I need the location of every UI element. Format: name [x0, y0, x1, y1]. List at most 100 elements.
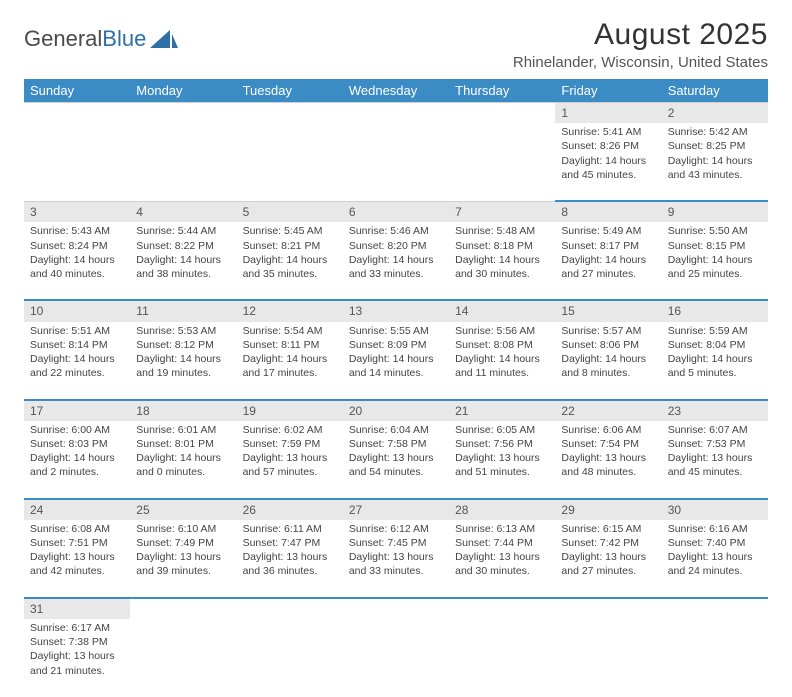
- day-info-cell: Sunrise: 5:57 AMSunset: 8:06 PMDaylight:…: [555, 322, 661, 400]
- sunrise-line: Sunrise: 5:46 AM: [349, 224, 443, 238]
- title-block: August 2025 Rhinelander, Wisconsin, Unit…: [513, 18, 768, 71]
- day-number-cell: 30: [662, 499, 768, 520]
- sunrise-line: Sunrise: 5:42 AM: [668, 125, 762, 139]
- sunrise-line: Sunrise: 5:54 AM: [243, 324, 337, 338]
- logo-word-1: General: [24, 26, 102, 51]
- day-number-cell: 27: [343, 499, 449, 520]
- day-number-cell: [555, 598, 661, 619]
- daylight-line-1: Daylight: 14 hours: [668, 154, 762, 168]
- day-number-cell: 29: [555, 499, 661, 520]
- daylight-line-2: and 48 minutes.: [561, 465, 655, 479]
- info-row: Sunrise: 5:41 AMSunset: 8:26 PMDaylight:…: [24, 123, 768, 201]
- daylight-line-2: and 38 minutes.: [136, 267, 230, 281]
- day-info-cell: Sunrise: 5:55 AMSunset: 8:09 PMDaylight:…: [343, 322, 449, 400]
- day-info-cell: Sunrise: 5:43 AMSunset: 8:24 PMDaylight:…: [24, 222, 130, 300]
- daylight-line-2: and 2 minutes.: [30, 465, 124, 479]
- daynum-row: 10111213141516: [24, 300, 768, 321]
- daylight-line-1: Daylight: 13 hours: [243, 550, 337, 564]
- daylight-line-1: Daylight: 14 hours: [136, 352, 230, 366]
- daynum-row: 3456789: [24, 201, 768, 222]
- daylight-line-2: and 45 minutes.: [561, 168, 655, 182]
- sunrise-line: Sunrise: 5:53 AM: [136, 324, 230, 338]
- day-number-cell: [130, 103, 236, 124]
- day-info-cell: Sunrise: 5:59 AMSunset: 8:04 PMDaylight:…: [662, 322, 768, 400]
- sunrise-line: Sunrise: 5:51 AM: [30, 324, 124, 338]
- weekday-header: Wednesday: [343, 79, 449, 103]
- daylight-line-2: and 30 minutes.: [455, 564, 549, 578]
- day-number-cell: [449, 103, 555, 124]
- sunrise-line: Sunrise: 6:16 AM: [668, 522, 762, 536]
- day-info-cell: Sunrise: 5:53 AMSunset: 8:12 PMDaylight:…: [130, 322, 236, 400]
- day-info-cell: [555, 619, 661, 697]
- day-info-cell: Sunrise: 5:41 AMSunset: 8:26 PMDaylight:…: [555, 123, 661, 201]
- sunset-line: Sunset: 7:42 PM: [561, 536, 655, 550]
- info-row: Sunrise: 6:00 AMSunset: 8:03 PMDaylight:…: [24, 421, 768, 499]
- day-number-cell: 8: [555, 201, 661, 222]
- info-row: Sunrise: 6:17 AMSunset: 7:38 PMDaylight:…: [24, 619, 768, 697]
- daylight-line-1: Daylight: 13 hours: [561, 550, 655, 564]
- day-info-cell: [449, 123, 555, 201]
- day-number-cell: [130, 598, 236, 619]
- day-number-cell: 7: [449, 201, 555, 222]
- daylight-line-2: and 54 minutes.: [349, 465, 443, 479]
- day-info-cell: [24, 123, 130, 201]
- sunrise-line: Sunrise: 6:17 AM: [30, 621, 124, 635]
- day-number-cell: 21: [449, 400, 555, 421]
- sunrise-line: Sunrise: 5:55 AM: [349, 324, 443, 338]
- daylight-line-1: Daylight: 13 hours: [136, 550, 230, 564]
- daylight-line-1: Daylight: 13 hours: [668, 451, 762, 465]
- sunrise-line: Sunrise: 5:48 AM: [455, 224, 549, 238]
- day-number-cell: [343, 598, 449, 619]
- day-info-cell: Sunrise: 5:44 AMSunset: 8:22 PMDaylight:…: [130, 222, 236, 300]
- sunset-line: Sunset: 8:11 PM: [243, 338, 337, 352]
- day-number-cell: 31: [24, 598, 130, 619]
- day-number-cell: 16: [662, 300, 768, 321]
- sunset-line: Sunset: 8:24 PM: [30, 239, 124, 253]
- daylight-line-1: Daylight: 14 hours: [243, 352, 337, 366]
- logo-text: GeneralBlue: [24, 26, 146, 52]
- sunset-line: Sunset: 8:03 PM: [30, 437, 124, 451]
- sunset-line: Sunset: 8:04 PM: [668, 338, 762, 352]
- day-info-cell: Sunrise: 5:45 AMSunset: 8:21 PMDaylight:…: [237, 222, 343, 300]
- sunset-line: Sunset: 7:54 PM: [561, 437, 655, 451]
- daylight-line-2: and 36 minutes.: [243, 564, 337, 578]
- day-number-cell: 9: [662, 201, 768, 222]
- sunset-line: Sunset: 8:09 PM: [349, 338, 443, 352]
- day-info-cell: Sunrise: 5:54 AMSunset: 8:11 PMDaylight:…: [237, 322, 343, 400]
- sunset-line: Sunset: 7:47 PM: [243, 536, 337, 550]
- daylight-line-2: and 40 minutes.: [30, 267, 124, 281]
- weekday-header-row: SundayMondayTuesdayWednesdayThursdayFrid…: [24, 79, 768, 103]
- sunrise-line: Sunrise: 6:07 AM: [668, 423, 762, 437]
- daylight-line-2: and 21 minutes.: [30, 664, 124, 678]
- day-info-cell: Sunrise: 6:11 AMSunset: 7:47 PMDaylight:…: [237, 520, 343, 598]
- sunrise-line: Sunrise: 5:45 AM: [243, 224, 337, 238]
- daylight-line-2: and 33 minutes.: [349, 267, 443, 281]
- daylight-line-1: Daylight: 14 hours: [30, 352, 124, 366]
- daylight-line-1: Daylight: 14 hours: [349, 253, 443, 267]
- sunset-line: Sunset: 7:56 PM: [455, 437, 549, 451]
- daylight-line-1: Daylight: 14 hours: [349, 352, 443, 366]
- day-number-cell: [237, 103, 343, 124]
- day-number-cell: 17: [24, 400, 130, 421]
- sunrise-line: Sunrise: 5:44 AM: [136, 224, 230, 238]
- day-info-cell: Sunrise: 5:51 AMSunset: 8:14 PMDaylight:…: [24, 322, 130, 400]
- day-info-cell: Sunrise: 5:46 AMSunset: 8:20 PMDaylight:…: [343, 222, 449, 300]
- sunset-line: Sunset: 8:18 PM: [455, 239, 549, 253]
- day-number-cell: [449, 598, 555, 619]
- daylight-line-2: and 25 minutes.: [668, 267, 762, 281]
- header: GeneralBlue August 2025 Rhinelander, Wis…: [24, 18, 768, 71]
- day-info-cell: [449, 619, 555, 697]
- sunrise-line: Sunrise: 6:06 AM: [561, 423, 655, 437]
- day-number-cell: 12: [237, 300, 343, 321]
- sunset-line: Sunset: 7:59 PM: [243, 437, 337, 451]
- daylight-line-1: Daylight: 14 hours: [136, 253, 230, 267]
- daylight-line-1: Daylight: 13 hours: [30, 649, 124, 663]
- sunset-line: Sunset: 7:45 PM: [349, 536, 443, 550]
- daylight-line-2: and 11 minutes.: [455, 366, 549, 380]
- day-number-cell: [237, 598, 343, 619]
- day-number-cell: 14: [449, 300, 555, 321]
- day-info-cell: Sunrise: 6:12 AMSunset: 7:45 PMDaylight:…: [343, 520, 449, 598]
- sunrise-line: Sunrise: 6:13 AM: [455, 522, 549, 536]
- day-info-cell: Sunrise: 6:00 AMSunset: 8:03 PMDaylight:…: [24, 421, 130, 499]
- sunrise-line: Sunrise: 6:11 AM: [243, 522, 337, 536]
